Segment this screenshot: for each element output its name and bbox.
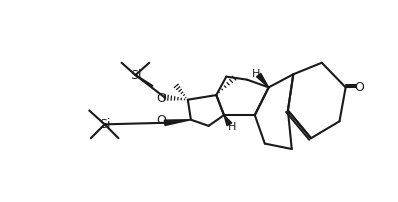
Text: O: O — [157, 114, 166, 127]
Text: O: O — [355, 81, 365, 94]
Text: O: O — [157, 93, 166, 105]
Polygon shape — [164, 120, 191, 125]
Polygon shape — [257, 73, 269, 87]
Text: H: H — [228, 122, 237, 133]
Text: H: H — [252, 68, 261, 79]
Text: Si: Si — [130, 68, 141, 82]
Polygon shape — [224, 115, 232, 126]
Text: Si: Si — [99, 118, 110, 131]
